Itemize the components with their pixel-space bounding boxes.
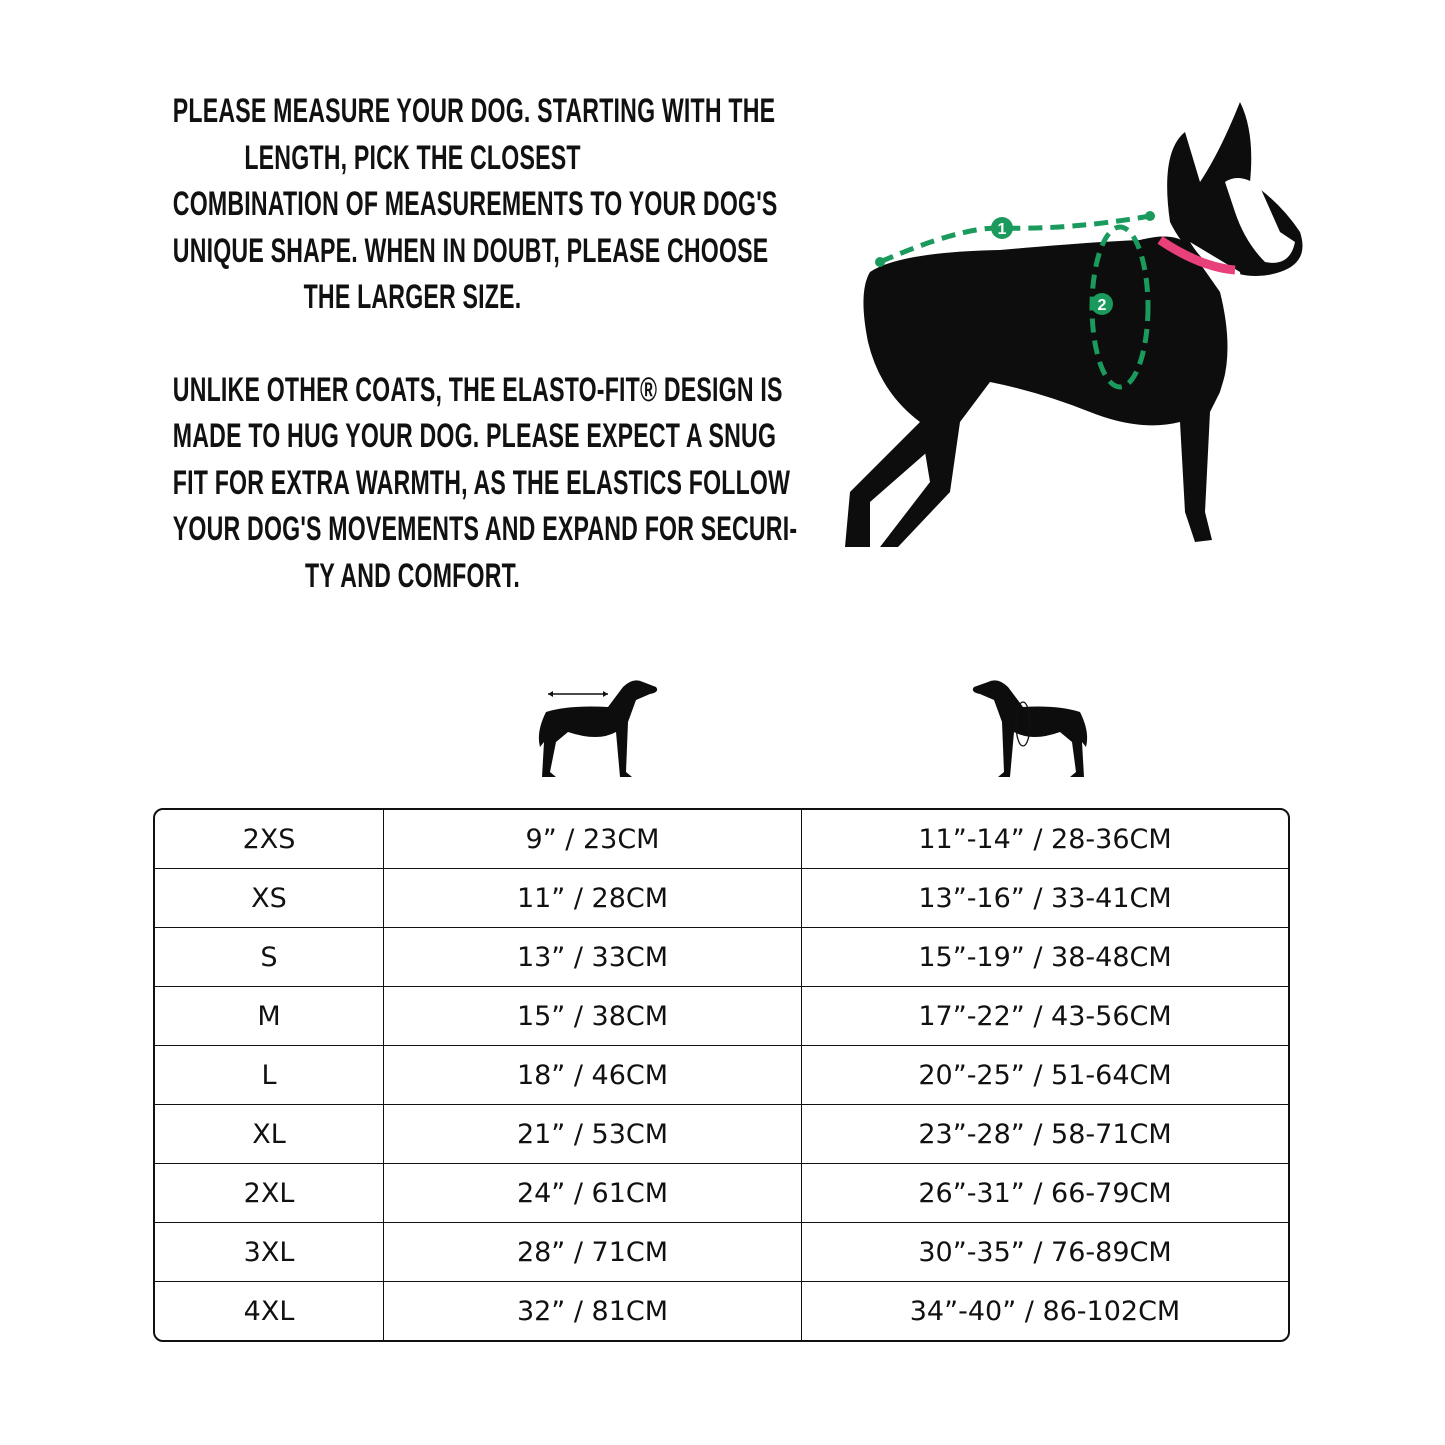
text-line: FIT FOR EXTRA WARMTH, AS THE ELASTICS FO… [172, 463, 791, 502]
dog-chest-girth-icon [972, 680, 1088, 777]
marker-1 [991, 217, 1013, 239]
svg-text:1: 1 [998, 221, 1007, 238]
size-cell: 4XL [155, 1282, 384, 1340]
size-cell: L [155, 1046, 384, 1105]
instructions-paragraph-2: UNLIKE OTHER COATS, THE ELASTO-FIT® DESI… [60, 367, 798, 600]
text-line: LENGTH, PICK THE CLOSEST [244, 138, 581, 177]
size-chart-table: 2XS 9” / 23CM 11”-14” / 28-36CM XS 11” / 28C… [153, 808, 1290, 1342]
table-row: XL 21” / 53CM 23”-28” / 58-71CM [155, 1105, 1288, 1164]
table-row: XS 11” / 28CM 13”-16” / 33-41CM [155, 869, 1288, 928]
chest-cell: 30”-35” / 76-89CM [802, 1223, 1288, 1282]
table-row: M 15” / 38CM 17”-22” / 43-56CM [155, 987, 1288, 1046]
chest-cell: 15”-19” / 38-48CM [802, 928, 1288, 987]
length-cell: 15” / 38CM [384, 987, 802, 1046]
instructions-paragraph-1: PLEASE MEASURE YOUR DOG. STARTING WITH T… [60, 88, 778, 321]
table-row: 2XL 24” / 61CM 26”-31” / 66-79CM [155, 1164, 1288, 1223]
size-cell: XS [155, 869, 384, 928]
table-row: 2XS 9” / 23CM 11”-14” / 28-36CM [155, 810, 1288, 869]
size-cell: XL [155, 1105, 384, 1164]
length-cell: 13” / 33CM [384, 928, 802, 987]
svg-text:2: 2 [1098, 297, 1107, 314]
length-cell: 32” / 81CM [384, 1282, 802, 1340]
text-line: UNIQUE SHAPE. WHEN IN DOUBT, PLEASE CHOO… [172, 231, 769, 270]
chest-cell: 34”-40” / 86-102CM [909, 1295, 1181, 1327]
length-cell: 9” / 23CM [384, 810, 802, 869]
dog-length-icon [538, 680, 658, 777]
table-row: L 18” / 46CM 20”-25” / 51-64CM [155, 1046, 1288, 1105]
size-cell: 2XL [155, 1164, 384, 1223]
table-row: 3XL 28” / 71CM 30”-35” / 76-89CM [155, 1223, 1288, 1282]
text-line: UNLIKE OTHER COATS, THE ELASTO-FIT® DESI… [172, 370, 783, 409]
size-cell: M [155, 987, 384, 1046]
text-line: TY AND COMFORT. [304, 556, 520, 595]
text-line: PLEASE MEASURE YOUR DOG. STARTING WITH T… [172, 92, 776, 130]
length-cell: 21” / 53CM [384, 1105, 802, 1164]
chest-cell: 26”-31” / 66-79CM [802, 1164, 1288, 1223]
marker-2 [1091, 293, 1113, 315]
size-cell: S [155, 928, 384, 987]
chest-cell: 23”-28” / 58-71CM [802, 1105, 1288, 1164]
chest-cell: 11”-14” / 28-36CM [802, 810, 1288, 869]
chest-cell: 17”-22” / 43-56CM [802, 987, 1288, 1046]
instructions: PLEASE MEASURE YOUR DOG. STARTING WITH T… [60, 88, 798, 645]
collar [1157, 236, 1236, 275]
dog-measurement-photo: 1 2 [845, 102, 1303, 547]
chest-cell: 13”-16” / 33-41CM [802, 869, 1288, 928]
text-line: YOUR DOG'S MOVEMENTS AND EXPAND FOR SECU… [172, 510, 798, 548]
text-line: THE LARGER SIZE. [303, 278, 522, 316]
table-row: S 13” / 33CM 15”-19” / 38-48CM [155, 928, 1288, 987]
length-measure-line [878, 213, 1151, 265]
length-cell: 24” / 61CM [384, 1164, 802, 1223]
text-line: COMBINATION OF MEASUREMENTS TO YOUR DOG'… [172, 185, 778, 223]
length-cell: 28” / 71CM [384, 1223, 802, 1282]
table-row: 4XL 32” / 81CM 34”-40” / 86-102CM [155, 1282, 1288, 1340]
size-cell: 3XL [155, 1223, 384, 1282]
size-cell: 2XS [155, 810, 384, 869]
chest-cell: 20”-25” / 51-64CM [802, 1046, 1288, 1105]
length-cell: 11” / 28CM [384, 869, 802, 928]
text-line: MADE TO HUG YOUR DOG. PLEASE EXPECT A SN… [172, 417, 777, 455]
length-cell: 18” / 46CM [384, 1046, 802, 1105]
